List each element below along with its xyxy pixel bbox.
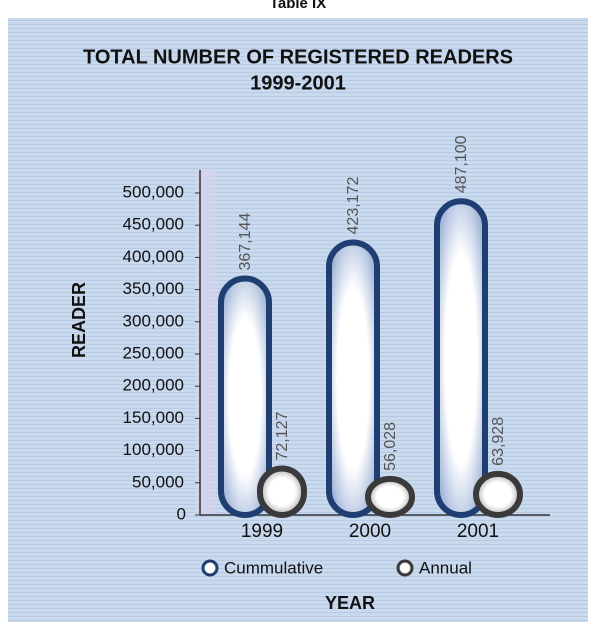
y-tick-label: 50,000 [132, 472, 184, 491]
value-label: 63,928 [490, 417, 507, 466]
legend-label: Annual [419, 558, 472, 577]
background [8, 18, 588, 622]
y-tick-label: 200,000 [123, 376, 184, 395]
bar [365, 475, 415, 518]
y-tick-label: 450,000 [123, 215, 184, 234]
value-label: 72,127 [274, 412, 291, 461]
y-axis-label: READER [69, 282, 89, 358]
table-label: Table IX [270, 0, 326, 12]
legend-label: Cummulative [224, 558, 323, 577]
y-tick-label: 300,000 [123, 311, 184, 330]
y-tick-label: 100,000 [123, 440, 184, 459]
y-tick-label: 250,000 [123, 343, 184, 362]
value-label: 487,100 [453, 135, 470, 193]
y-tick-label: 400,000 [123, 247, 184, 266]
chart-title: TOTAL NUMBER OF REGISTERED READERS [83, 46, 513, 68]
bar [326, 239, 380, 518]
bar [218, 275, 272, 518]
x-axis-label: YEAR [325, 593, 375, 613]
bar [473, 470, 523, 518]
bar [257, 465, 307, 518]
chart-subtitle: 1999-2001 [250, 72, 346, 94]
y-tick-label: 350,000 [123, 279, 184, 298]
value-label: 56,028 [382, 422, 399, 471]
y-tick-label: 150,000 [123, 408, 184, 427]
value-label: 367,144 [237, 213, 254, 271]
bar [434, 198, 488, 519]
x-tick-label: 1999 [241, 521, 283, 542]
axis-band [195, 170, 215, 515]
y-tick-label: 0 [177, 504, 186, 523]
y-tick-label: 500,000 [123, 182, 184, 201]
legend-marker [396, 559, 414, 577]
legend-marker [201, 559, 219, 577]
value-label: 423,172 [345, 177, 362, 235]
x-tick-label: 2000 [349, 521, 391, 542]
x-tick-label: 2001 [457, 521, 499, 542]
